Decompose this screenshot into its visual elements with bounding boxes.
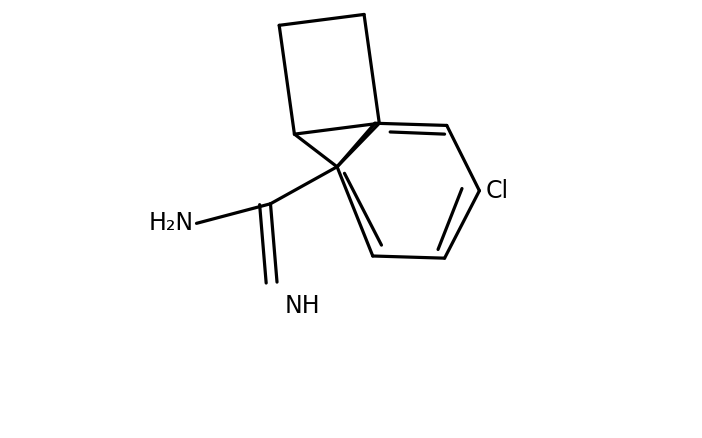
Text: H₂N: H₂N: [148, 212, 194, 235]
Text: NH: NH: [285, 294, 321, 318]
Text: Cl: Cl: [486, 179, 509, 203]
